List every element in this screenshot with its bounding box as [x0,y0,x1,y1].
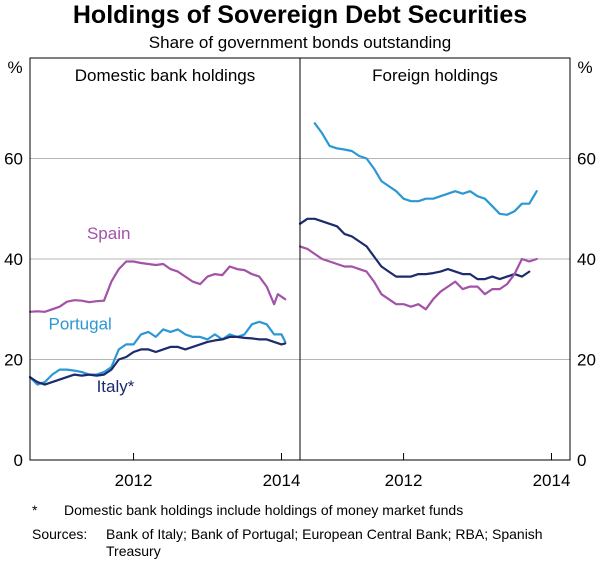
chart-title: Holdings of Sovereign Debt Securities [73,1,527,29]
panel-title-foreign: Foreign holdings [372,66,498,85]
footnote-mark: * [32,502,38,518]
panel-title-domestic: Domestic bank holdings [75,66,255,85]
y-tick-left-20: 20 [4,351,23,370]
y-tick-left-60: 60 [4,150,23,169]
y-tick-left-0: 0 [14,451,23,470]
x-tick-label-0-2014: 2014 [263,471,301,490]
series-lines [28,122,538,386]
series-label-spain: Spain [87,224,130,243]
sources-text: Bank of Italy; Bank of Portugal; Europea… [106,526,543,559]
y-unit-right: % [577,58,592,77]
sources: Sources: Bank of Italy; Bank of Portugal… [32,526,576,560]
series-line-0-portugal [28,320,287,386]
y-unit-left: % [7,58,22,77]
y-tick-right-0: 0 [577,451,586,470]
y-tick-right-20: 20 [577,351,596,370]
series-line-1-portugal [313,122,538,216]
x-tick-label-0-2012: 2012 [115,471,153,490]
x-tick-label-1-2012: 2012 [385,471,423,490]
series-labels: Spain Portugal Italy* [48,224,134,396]
footnote: * Domestic bank holdings include holdings… [32,502,463,519]
y-tick-left-40: 40 [4,250,23,269]
footnote-text: Domestic bank holdings include holdings … [64,502,464,518]
series-line-1-italy [298,217,531,281]
sources-label: Sources: [32,526,88,542]
series-line-0-spain [28,260,287,313]
series-line-1-spain [298,245,538,311]
x-tick-marks: 2012 2014 2012 2014 [115,453,571,490]
series-line-0-italy [28,335,287,386]
y-tick-right-60: 60 [577,150,596,169]
y-tick-right-40: 40 [577,250,596,269]
x-tick-label-1-2014: 2014 [533,471,571,490]
series-label-portugal: Portugal [48,314,111,333]
chart-subtitle: Share of government bonds outstanding [149,33,451,52]
y-tick-labels: 0 0 20 20 40 40 60 60 [4,150,596,471]
sovereign-debt-chart: Holdings of Sovereign Debt Securities Sh… [4,1,596,490]
series-label-italy: Italy* [97,377,135,396]
